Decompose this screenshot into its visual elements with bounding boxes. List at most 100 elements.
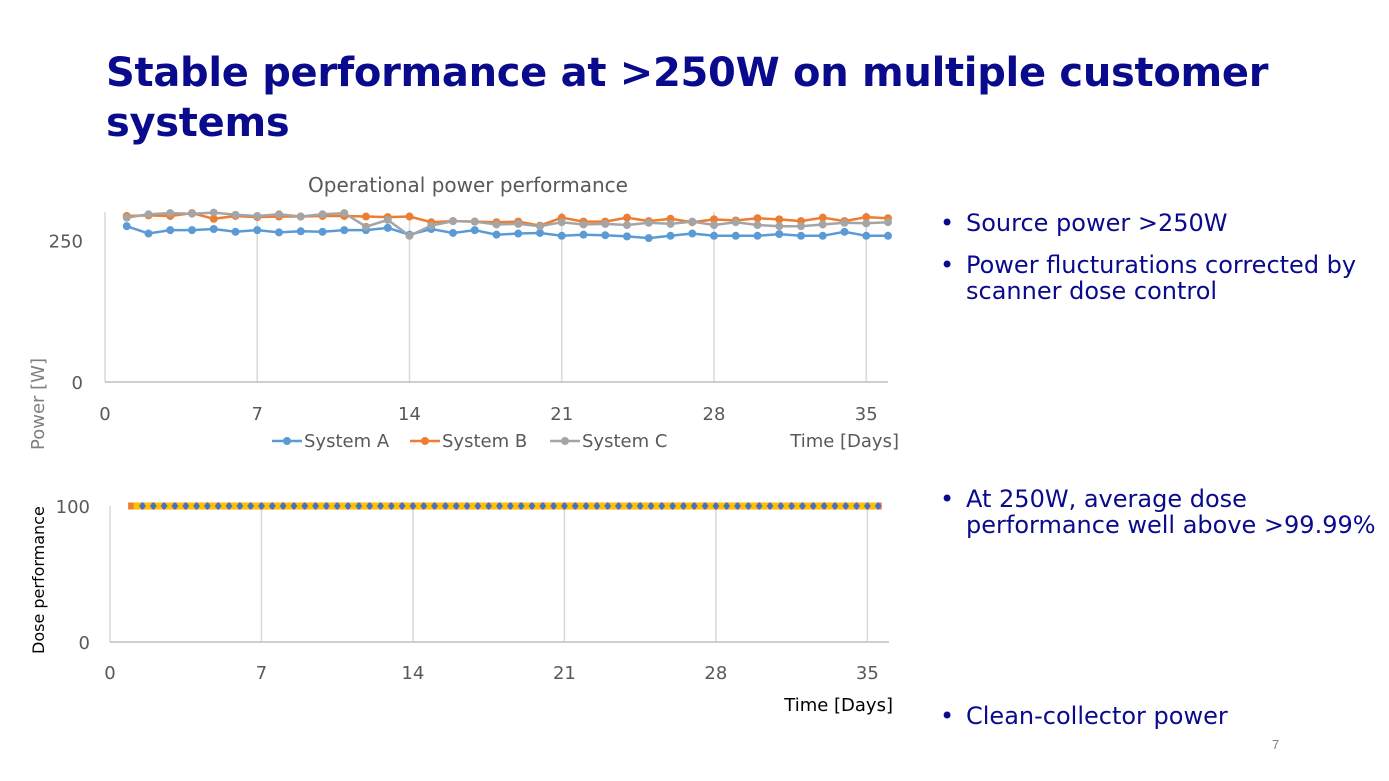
dose-point (501, 502, 509, 510)
dose-point (863, 502, 871, 510)
dose-point (268, 502, 276, 510)
dose-point (669, 502, 677, 510)
data-point-system-c (710, 221, 718, 230)
data-point-system-a (884, 231, 892, 240)
data-point-system-a (122, 222, 131, 231)
dose-point (631, 502, 639, 510)
data-point-system-c (209, 208, 218, 217)
power-chart: Operational power performance 0 7 14 21 28 35… (28, 173, 899, 452)
dose-x-tick-label: 28 (704, 663, 727, 684)
data-point-system-c (601, 219, 610, 228)
dose-point (847, 502, 855, 510)
data-point-system-c (797, 222, 805, 231)
dose-x-tick-label: 7 (256, 663, 267, 684)
data-point-system-a (188, 226, 196, 235)
data-point-system-a (514, 229, 523, 238)
dose-point (333, 502, 341, 510)
dose-point (820, 502, 828, 510)
data-point-system-c (188, 209, 196, 218)
dose-point (317, 502, 325, 510)
dose-point (517, 502, 525, 510)
dose-point (533, 502, 541, 510)
dose-point (257, 502, 265, 510)
legend-label-system-b: System B (442, 431, 527, 452)
dose-point (344, 502, 352, 510)
data-point-system-b (362, 212, 370, 221)
dose-point (674, 502, 682, 510)
dose-point (187, 502, 195, 510)
dose-point (739, 502, 747, 510)
dose-x-tick-label: 21 (553, 663, 576, 684)
dose-point (436, 502, 444, 510)
data-point-system-c (449, 217, 457, 226)
dose-y-axis-label: Dose performance (29, 506, 48, 654)
data-point-system-a (383, 223, 392, 232)
dose-point (371, 502, 379, 510)
data-point-system-c (427, 221, 436, 230)
data-point-system-c (818, 220, 827, 229)
dose-point (328, 502, 336, 510)
dose-point (512, 502, 520, 510)
dose-point (690, 502, 698, 510)
data-point-system-a (688, 229, 697, 238)
bullet-source-power: Source power >250W (936, 210, 1376, 236)
dose-point (198, 502, 206, 510)
data-point-system-c (144, 210, 153, 219)
data-point-system-a (666, 231, 675, 240)
dose-point (560, 502, 568, 510)
data-point-system-a (710, 231, 718, 240)
data-point-system-c (318, 210, 327, 219)
data-point-system-c (731, 218, 740, 227)
data-point-system-c (296, 212, 305, 221)
data-point-system-c (362, 222, 370, 231)
data-point-system-c (644, 218, 653, 227)
dose-point (615, 502, 623, 510)
dose-point (609, 502, 617, 510)
data-point-system-c (231, 210, 240, 219)
data-point-system-c (492, 220, 501, 229)
data-point-system-a (797, 231, 805, 240)
data-point-system-c (122, 213, 131, 222)
dose-point (658, 502, 666, 510)
dose-point (663, 502, 671, 510)
dose-point (447, 502, 455, 510)
dose-point (133, 502, 141, 510)
dose-point (404, 502, 412, 510)
dose-point (874, 502, 882, 510)
dose-point (825, 502, 833, 510)
dose-point (252, 502, 260, 510)
data-point-system-c (383, 215, 392, 224)
dose-point (766, 502, 774, 510)
data-point-system-c (840, 218, 849, 227)
dose-point (496, 502, 503, 510)
dose-point (598, 502, 606, 510)
dose-point (138, 502, 146, 510)
dose-point (604, 502, 612, 510)
dose-point (782, 502, 790, 510)
dose-point (853, 502, 861, 510)
dose-point (815, 502, 823, 510)
dose-point (241, 502, 249, 510)
data-point-system-a (775, 230, 784, 239)
power-chart-legend: System A System B System C (272, 431, 667, 452)
dose-point (771, 502, 779, 510)
data-point-system-b (753, 214, 762, 223)
data-point-system-a (753, 231, 762, 240)
dose-point (479, 502, 487, 510)
dose-point (349, 502, 357, 510)
data-point-system-c (536, 222, 544, 231)
data-point-system-c (470, 217, 479, 226)
dose-point (696, 502, 704, 510)
dose-point (636, 502, 644, 510)
data-point-system-c (753, 221, 762, 230)
dose-point (652, 502, 660, 510)
legend-label-system-a: System A (304, 431, 390, 452)
dose-x-axis-label: Time [Days] (783, 695, 893, 716)
data-point-system-a (470, 226, 479, 235)
data-point-system-a (340, 226, 349, 235)
dose-point (734, 502, 742, 510)
legend-marker-system-a (283, 437, 291, 445)
dose-x-tick-label: 0 (104, 663, 115, 684)
dose-x-tick-label: 14 (401, 663, 424, 684)
bullet-list-top: Source power >250W Power flucturations c… (936, 210, 1376, 320)
